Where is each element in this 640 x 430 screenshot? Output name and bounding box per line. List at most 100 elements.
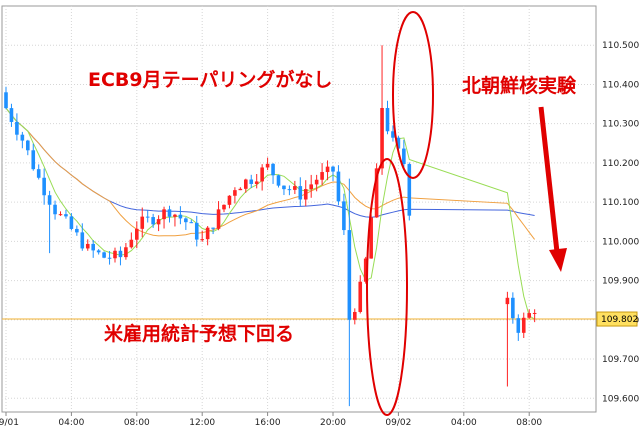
candle-body	[260, 167, 264, 182]
highlight-ellipse-ecb	[392, 11, 434, 179]
candle-body	[511, 297, 515, 319]
candle-body	[162, 209, 166, 220]
candle-body	[282, 185, 286, 190]
candle-body	[85, 243, 90, 249]
grid-lines	[1, 5, 597, 413]
candle-body	[363, 258, 368, 282]
candle-body	[167, 209, 172, 217]
plot-frame	[1, 5, 597, 413]
candle-body	[47, 195, 52, 205]
candle-body	[64, 214, 68, 217]
ma-fast-line	[5, 107, 535, 320]
candle-body	[173, 214, 177, 217]
candle-body	[314, 179, 319, 185]
candle-body	[244, 179, 248, 189]
candle-body	[233, 190, 237, 196]
candle-body	[249, 179, 254, 184]
candle-body	[80, 232, 85, 249]
candle-body	[276, 175, 281, 186]
candle-body	[53, 204, 57, 215]
candle-body	[42, 177, 46, 196]
candle-body	[36, 169, 41, 178]
candle-body	[254, 181, 259, 184]
candle-body	[516, 318, 521, 333]
candle-body	[391, 131, 395, 138]
annotation-nfp: 米雇用統計予想下回る	[104, 322, 294, 345]
candle-body	[211, 227, 215, 229]
candle-body	[113, 250, 117, 259]
candle-body	[129, 239, 134, 248]
candle-body	[102, 252, 106, 258]
candle-body	[358, 281, 363, 312]
candle-body	[287, 189, 292, 191]
candle-body	[26, 140, 30, 151]
candle-body	[135, 228, 139, 240]
last-price-tag: 109.802	[596, 311, 638, 327]
candle-body	[178, 214, 183, 219]
candle-body	[58, 214, 63, 216]
candle-body	[200, 239, 204, 241]
candle-body	[9, 108, 14, 122]
candle-body	[385, 107, 390, 132]
x-tick-label: 04:00	[58, 418, 84, 428]
candle-body	[380, 107, 384, 169]
last-price-text: 109.802	[601, 315, 638, 325]
candle-body	[353, 311, 357, 320]
y-tick-label: 110.300	[602, 120, 639, 130]
candle-body	[396, 137, 401, 149]
arrow-head	[549, 248, 567, 272]
candle-body	[336, 171, 341, 202]
y-tick-label: 109.700	[602, 355, 639, 365]
y-tick-label: 110.100	[602, 198, 639, 208]
candle-body	[238, 188, 243, 191]
y-tick-label: 109.600	[602, 394, 639, 404]
candle-body	[184, 218, 188, 223]
arrow-shaft	[538, 106, 560, 253]
candle-body	[222, 204, 226, 210]
x-tick-label: 08:00	[124, 418, 150, 428]
candle-body	[107, 257, 112, 259]
annotations	[366, 11, 567, 416]
candle-body	[407, 164, 412, 216]
candle-body	[293, 186, 297, 190]
x-tick-label: 04:00	[451, 418, 477, 428]
candle-body	[118, 250, 123, 258]
x-axis: 09/01 04:00 08:00 12:00 16:00 20:00 09/02 04:00…	[0, 412, 542, 428]
candle-body	[527, 313, 531, 318]
y-tick-label: 110.400	[602, 80, 639, 90]
highlight-ellipse-nfp	[366, 158, 408, 416]
candle-body	[320, 172, 324, 180]
candle-body	[91, 243, 95, 251]
x-tick-label: 16:00	[255, 418, 281, 428]
candle-body	[298, 186, 303, 200]
candle-body	[369, 217, 373, 259]
candle-body	[342, 201, 346, 231]
annotation-ecb: ECB9月テーパリングがなし	[88, 68, 332, 91]
candle-body	[331, 166, 335, 172]
candle-body	[4, 92, 8, 109]
candle-body	[189, 222, 194, 224]
candle-body	[156, 219, 161, 225]
candle-body	[216, 209, 221, 229]
candle-body	[271, 163, 275, 176]
candles	[4, 45, 537, 407]
candle-body	[69, 216, 74, 229]
candle-body	[205, 227, 210, 240]
candle-body	[521, 317, 526, 333]
candle-body	[303, 189, 308, 200]
x-tick-label: 09/02	[385, 418, 411, 428]
candle-body	[265, 163, 270, 168]
candle-body	[374, 168, 379, 218]
candle-body	[151, 217, 155, 225]
candle-body	[124, 247, 128, 258]
y-tick-label: 110.000	[602, 237, 639, 247]
candle-body	[15, 121, 19, 135]
candle-body	[505, 297, 510, 305]
candle-body	[140, 216, 145, 229]
candle-body	[75, 228, 79, 233]
candle-body	[194, 222, 199, 240]
x-tick-label: 20:00	[320, 418, 346, 428]
